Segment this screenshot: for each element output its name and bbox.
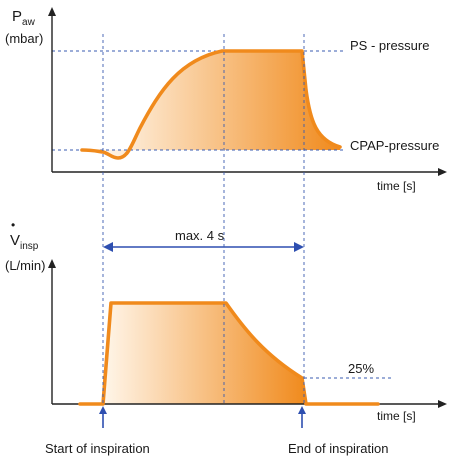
pressure-y-unit: (mbar)	[5, 31, 43, 46]
pressure-fill-area	[103, 51, 340, 158]
vertical-guides	[102, 34, 305, 404]
duration-label: max. 4 s	[175, 228, 225, 243]
duration-arrow-right-head	[294, 242, 304, 252]
flow-fill-area	[103, 303, 306, 404]
flow-curve	[78, 301, 380, 406]
duration-arrow-left-head	[103, 242, 113, 252]
pressure-x-axis-arrow	[438, 168, 447, 176]
pressure-chart: Paw (mbar) PS - pressure CPAP-pressure t…	[5, 7, 447, 193]
flow-y-unit: (L/min)	[5, 258, 45, 273]
start-marker-arrow-head	[99, 406, 107, 414]
flow-y-axis-arrow	[48, 259, 56, 268]
pressure-curve	[80, 49, 342, 160]
flow-y-label: Vinsp	[10, 232, 39, 252]
pressure-y-label-subscript: aw	[22, 17, 36, 28]
flow-chart: max. 4 s • Vinsp (L/min) 25% time [s]	[5, 218, 447, 423]
flow-y-label-subscript: insp	[20, 241, 39, 252]
end-marker-arrow-head	[298, 406, 306, 414]
cpap-pressure-label: CPAP-pressure	[350, 138, 439, 153]
pressure-y-label: Paw	[12, 8, 36, 28]
flow-y-dot: •	[11, 218, 15, 232]
pressure-y-axis-arrow	[48, 7, 56, 16]
end-of-inspiration-label: End of inspiration	[288, 441, 388, 456]
inspiration-markers: Start of inspiration End of inspiration	[45, 406, 388, 456]
pressure-x-label: time [s]	[377, 179, 416, 193]
flow-x-label: time [s]	[377, 409, 416, 423]
cutoff-label: 25%	[348, 361, 374, 376]
ps-pressure-label: PS - pressure	[350, 38, 429, 53]
flow-x-axis-arrow	[438, 400, 447, 408]
start-of-inspiration-label: Start of inspiration	[45, 441, 150, 456]
